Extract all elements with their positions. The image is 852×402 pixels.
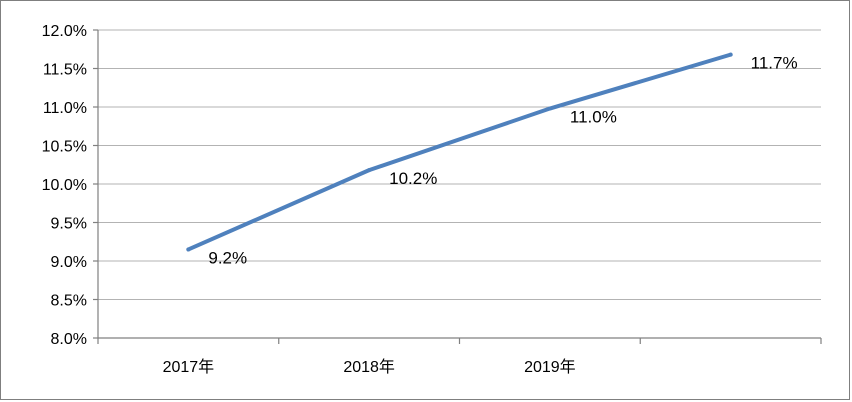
y-tick-label: 8.0% [51, 331, 87, 348]
y-tick-label: 11.5% [43, 62, 87, 79]
y-tick-label: 12.0% [42, 23, 87, 40]
data-point [186, 247, 191, 252]
data-point [728, 52, 733, 57]
series-line [186, 52, 733, 252]
y-tick-label: 10.5% [42, 139, 87, 156]
data-label: 10.2% [389, 169, 437, 188]
x-tick-label: 2019年 [524, 358, 576, 376]
y-tick-label: 9.5% [51, 216, 87, 233]
axes [93, 29, 822, 344]
x-tick-label: 2017年 [163, 358, 215, 376]
labels: 8.0% 8.5% 9.0% 9.5% 10.0% 10.5% 11.0% 11.5% 12.0… [42, 23, 798, 376]
data-label: 11.0% [570, 108, 617, 127]
series [186, 52, 733, 252]
gridlines [98, 29, 821, 300]
data-point [367, 168, 372, 173]
y-tick-label: 11.0% [43, 100, 87, 117]
data-label: 11.7% [751, 54, 798, 73]
data-label: 9.2% [208, 248, 247, 267]
y-tick-label: 9.0% [51, 254, 87, 271]
y-tick-label: 8.5% [51, 293, 87, 310]
x-tick-label: 2018年 [343, 358, 395, 376]
y-tick-label: 10.0% [42, 177, 87, 194]
data-point [547, 106, 552, 111]
